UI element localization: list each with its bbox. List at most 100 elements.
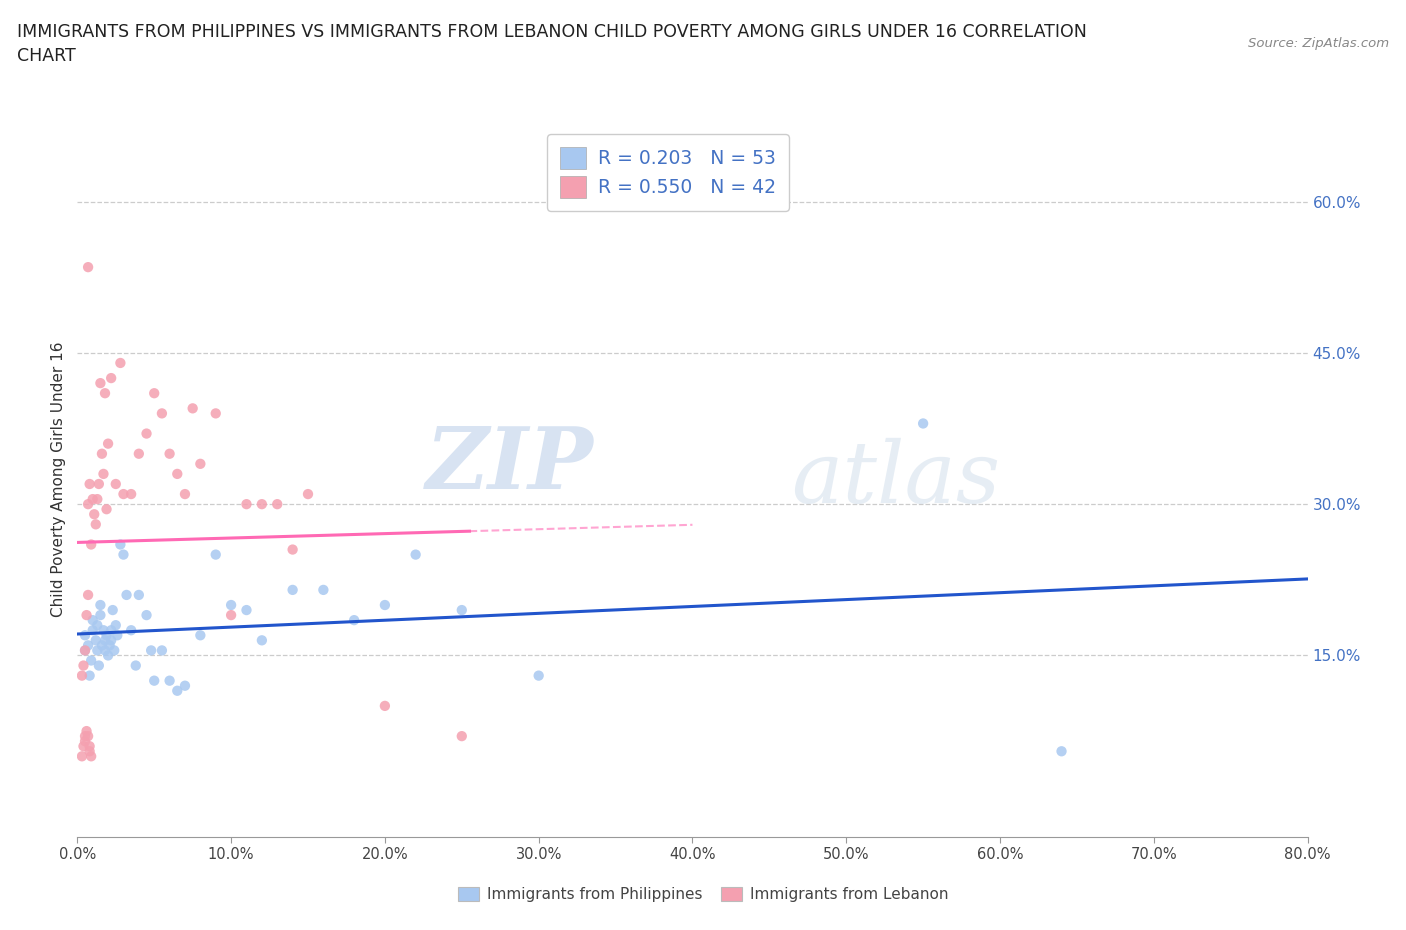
Point	[235, 603, 257, 618]
Point	[98, 638, 121, 653]
Point	[103, 643, 125, 658]
Point	[120, 486, 142, 501]
Point	[105, 628, 128, 643]
Text: Source: ZipAtlas.com: Source: ZipAtlas.com	[1249, 37, 1389, 50]
Point	[143, 673, 166, 688]
Point	[374, 598, 396, 613]
Point	[312, 582, 335, 597]
Point	[112, 486, 135, 501]
Point	[100, 623, 122, 638]
Point	[82, 492, 104, 507]
Legend: Immigrants from Philippines, Immigrants from Lebanon: Immigrants from Philippines, Immigrants …	[451, 881, 955, 909]
Point	[79, 668, 101, 683]
Point	[405, 547, 427, 562]
Point	[128, 588, 150, 603]
Point	[235, 497, 257, 512]
Point	[89, 376, 111, 391]
Point	[80, 537, 103, 551]
Point	[166, 684, 188, 698]
Point	[86, 643, 108, 658]
Point	[125, 658, 148, 673]
Point	[73, 729, 96, 744]
Point	[77, 259, 100, 274]
Point	[73, 734, 96, 749]
Point	[90, 638, 114, 653]
Point	[72, 738, 94, 753]
Point	[80, 749, 103, 764]
Point	[87, 658, 110, 673]
Point	[110, 537, 132, 551]
Point	[73, 628, 96, 643]
Point	[112, 547, 135, 562]
Point	[76, 724, 98, 738]
Point	[86, 618, 108, 632]
Point	[250, 633, 273, 648]
Point	[94, 386, 117, 401]
Point	[115, 588, 138, 603]
Legend: R = 0.203   N = 53, R = 0.550   N = 42: R = 0.203 N = 53, R = 0.550 N = 42	[547, 134, 789, 211]
Point	[141, 643, 163, 658]
Point	[343, 613, 366, 628]
Point	[70, 749, 93, 764]
Point	[79, 476, 101, 491]
Point	[104, 476, 127, 491]
Point	[73, 643, 96, 658]
Point	[912, 416, 935, 431]
Point	[374, 698, 396, 713]
Point	[96, 628, 118, 643]
Point	[104, 618, 127, 632]
Point	[159, 673, 181, 688]
Point	[89, 607, 111, 622]
Point	[73, 643, 96, 658]
Point	[128, 446, 150, 461]
Text: IMMIGRANTS FROM PHILIPPINES VS IMMIGRANTS FROM LEBANON CHILD POVERTY AMONG GIRLS: IMMIGRANTS FROM PHILIPPINES VS IMMIGRANT…	[17, 23, 1087, 65]
Point	[93, 623, 115, 638]
Point	[150, 406, 173, 421]
Point	[297, 486, 319, 501]
Point	[188, 628, 212, 643]
Point	[281, 542, 304, 557]
Point	[84, 517, 107, 532]
Text: atlas: atlas	[792, 438, 1000, 520]
Point	[89, 598, 111, 613]
Y-axis label: Child Poverty Among Girls Under 16: Child Poverty Among Girls Under 16	[51, 341, 66, 617]
Point	[250, 497, 273, 512]
Point	[135, 426, 157, 441]
Point	[166, 467, 188, 482]
Point	[204, 406, 226, 421]
Point	[174, 678, 197, 693]
Point	[77, 638, 100, 653]
Point	[100, 371, 122, 386]
Point	[80, 653, 103, 668]
Point	[1050, 744, 1073, 759]
Point	[174, 486, 197, 501]
Point	[94, 633, 117, 648]
Point	[72, 658, 94, 673]
Point	[83, 507, 105, 522]
Point	[77, 729, 100, 744]
Point	[450, 729, 472, 744]
Point	[86, 492, 108, 507]
Point	[181, 401, 204, 416]
Point	[101, 603, 124, 618]
Point	[79, 744, 101, 759]
Point	[204, 547, 226, 562]
Point	[77, 588, 100, 603]
Text: ZIP: ZIP	[426, 423, 595, 506]
Point	[143, 386, 166, 401]
Point	[266, 497, 288, 512]
Point	[79, 738, 101, 753]
Point	[219, 598, 242, 613]
Point	[97, 648, 120, 663]
Point	[82, 623, 104, 638]
Point	[120, 623, 142, 638]
Point	[76, 607, 98, 622]
Point	[94, 643, 117, 658]
Point	[87, 476, 110, 491]
Point	[450, 603, 472, 618]
Point	[96, 502, 118, 517]
Point	[70, 668, 93, 683]
Point	[77, 497, 100, 512]
Point	[82, 613, 104, 628]
Point	[219, 607, 242, 622]
